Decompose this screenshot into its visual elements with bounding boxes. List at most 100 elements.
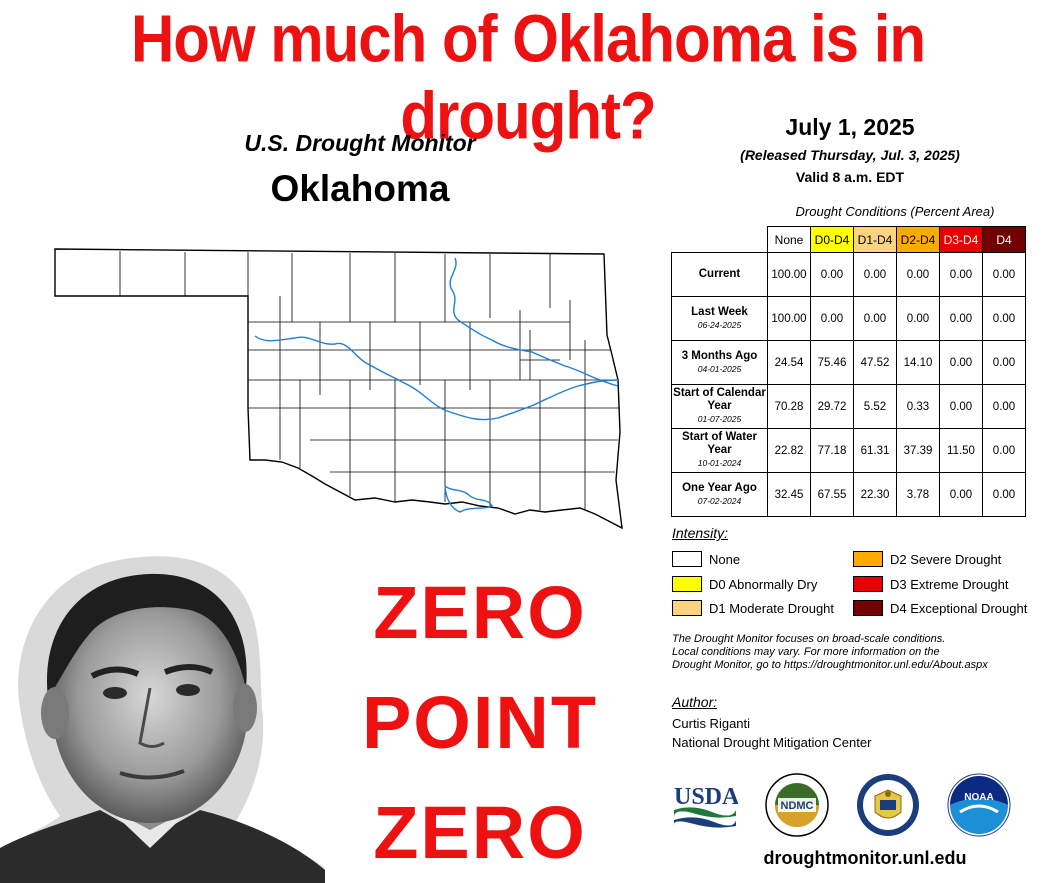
table-corner (672, 227, 768, 253)
table-cell: 0.00 (982, 428, 1026, 473)
usda-logo-svg: USDA (673, 784, 740, 828)
table-cell: 0.00 (982, 384, 1026, 429)
table-cell: 0.00 (896, 296, 940, 341)
table-cell: 0.00 (810, 252, 854, 297)
row-header: Last Week 06-24-2025 (671, 296, 768, 341)
zero-line-3: ZERO (373, 791, 587, 874)
table-cell: 70.28 (767, 384, 811, 429)
portrait-photo (0, 548, 330, 883)
column-header-d2-d4: D2-D4 (896, 226, 940, 253)
note-line: Drought Monitor, go to https://droughtmo… (672, 659, 988, 671)
noaa-logo-svg: NOAA (947, 773, 1011, 837)
row-header: Current (671, 252, 768, 297)
row-label: Current (698, 268, 741, 280)
table-cell: 75.46 (810, 340, 854, 385)
table-row: 3 Months Ago 04-01-2025 24.54 75.46 47.52 14.… (671, 340, 1026, 385)
row-date: 04-01-2025 (697, 363, 742, 374)
table-cell: 29.72 (810, 384, 854, 429)
row-date: 06-24-2025 (697, 319, 742, 330)
noaa-logo: NOAA (946, 772, 1012, 838)
legend-label: D2 Severe Drought (890, 551, 1002, 567)
table-cell: 0.00 (810, 296, 854, 341)
disclaimer-note: The Drought Monitor focuses on broad-sca… (672, 633, 1052, 672)
note-line: Local conditions may vary. For more info… (672, 646, 940, 658)
legend-label: D0 Abnormally Dry (709, 576, 818, 592)
headline: How much of Oklahoma is in drought? (130, 0, 926, 154)
table-cell: 0.00 (853, 296, 897, 341)
valid-time: Valid 8 a.m. EDT (795, 169, 905, 185)
column-header-d4: D4 (982, 226, 1026, 253)
legend-item-d3: D3 Extreme Drought (853, 576, 1009, 592)
table-cell: 24.54 (767, 340, 811, 385)
table-cell: 14.10 (896, 340, 940, 385)
row-label: 3 Months Ago (681, 349, 758, 362)
river-central (254, 335, 619, 421)
table-cell: 22.82 (767, 428, 811, 473)
legend-swatch (853, 576, 883, 592)
commerce-seal (855, 772, 921, 838)
legend-label: D3 Extreme Drought (890, 576, 1009, 592)
legend-item-none: None (672, 551, 740, 567)
table-cell: 100.00 (767, 296, 811, 341)
table-cell: 0.00 (939, 252, 983, 297)
legend-item-d1: D1 Moderate Drought (672, 600, 834, 616)
table-cell: 61.31 (853, 428, 897, 473)
portrait-svg (0, 556, 325, 883)
row-header: Start of Calendar Year 01-07-2025 (671, 384, 768, 429)
column-header-d1-d4: D1-D4 (853, 226, 897, 253)
row-date: 01-07-2025 (697, 414, 742, 424)
table-row: Start of Calendar Year 01-07-2025 70.28 29.… (671, 384, 1026, 429)
author-organization: National Drought Mitigation Center (672, 735, 872, 750)
legend-heading: Intensity: (672, 525, 729, 541)
table-cell: 37.39 (896, 428, 940, 473)
legend-item-d4: D4 Exceptional Drought (853, 600, 1027, 616)
row-date: 10-01-2024 (697, 458, 742, 468)
table-row: One Year Ago 07-02-2024 32.45 67.55 22.30 3.7… (671, 472, 1026, 517)
column-header-none: None (767, 226, 811, 253)
release-date: (Released Thursday, Jul. 3, 2025) (740, 147, 960, 163)
author-name: Curtis Riganti (672, 716, 751, 731)
table-cell: 0.00 (982, 296, 1026, 341)
table-cell: 47.52 (853, 340, 897, 385)
table-cell: 67.55 (810, 472, 854, 517)
noaa-logo-text: NOAA (964, 792, 993, 803)
column-header-d3-d4: D3-D4 (939, 226, 983, 253)
ndmc-logo: NDMC (764, 772, 830, 838)
zero-line-1: ZERO (373, 571, 587, 654)
table-row: Last Week 06-24-2025 100.00 0.00 0.00 0.00 0.0… (671, 296, 1026, 341)
map-state-title: Oklahoma (270, 168, 450, 209)
table-cell: 5.52 (853, 384, 897, 429)
row-date: 07-02-2024 (697, 495, 742, 506)
table-cell: 0.00 (939, 296, 983, 341)
commerce-seal-svg (857, 774, 919, 836)
usda-logo-text: USDA (674, 784, 738, 810)
zero-line-2: POINT (361, 681, 599, 764)
legend-item-d2: D2 Severe Drought (853, 551, 1001, 567)
row-label: One Year Ago (682, 481, 757, 494)
river-south (444, 485, 493, 513)
author-heading: Author: (672, 694, 718, 710)
note-line: The Drought Monitor focuses on broad-sca… (672, 633, 946, 645)
row-label: Last Week (691, 305, 748, 318)
report-date: July 1, 2025 (785, 114, 915, 140)
row-header: 3 Months Ago 04-01-2025 (671, 340, 768, 385)
row-label: Start of Calendar Year (673, 387, 766, 412)
legend-label: None (709, 551, 741, 567)
oklahoma-map-svg (54, 248, 623, 530)
legend-item-d0: D0 Abnormally Dry (672, 576, 817, 592)
column-header-d0-d4: D0-D4 (810, 226, 854, 253)
table-cell: 0.00 (982, 252, 1026, 297)
website-link[interactable]: droughtmonitor.unl.edu (763, 848, 967, 868)
legend-swatch (672, 576, 702, 592)
legend-label: D1 Moderate Drought (709, 600, 835, 616)
table-cell: 3.78 (896, 472, 940, 517)
table-cell: 77.18 (810, 428, 854, 473)
table-cell: 22.30 (853, 472, 897, 517)
table-cell: 0.00 (982, 340, 1026, 385)
usda-logo: USDA (672, 780, 740, 830)
river-north (449, 257, 619, 387)
table-cell: 32.45 (767, 472, 811, 517)
conditions-table-title: Drought Conditions (Percent Area) (795, 204, 995, 219)
table-cell: 0.00 (896, 252, 940, 297)
legend-swatch (853, 600, 883, 616)
